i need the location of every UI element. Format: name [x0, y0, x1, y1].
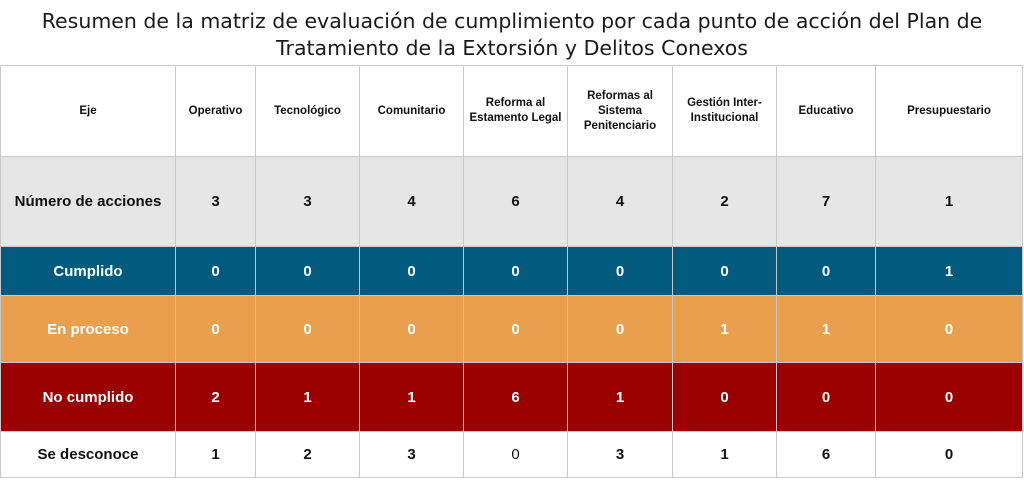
- table-cell: 6: [776, 431, 876, 478]
- table-row-se-desconoce: Se desconoce 1 2 3 0 3 1 6 0: [0, 431, 1023, 478]
- table-cell: 0: [359, 246, 464, 296]
- header-cell-comunitario: Comunitario: [359, 65, 464, 157]
- header-cell-presupuestario: Presupuestario: [875, 65, 1023, 157]
- table-cell: 0: [567, 295, 673, 363]
- table-cell: 0: [255, 246, 360, 296]
- table-row-en-proceso: En proceso 0 0 0 0 0 1 1 0: [0, 295, 1023, 363]
- table-cell: 3: [359, 431, 464, 478]
- table-cell: 2: [672, 156, 777, 247]
- table-cell: 1: [255, 362, 360, 432]
- header-cell-gestion-interinstitucional: Gestión Inter-Institucional: [672, 65, 777, 157]
- header-cell-tecnologico: Tecnológico: [255, 65, 360, 157]
- row-label: No cumplido: [0, 362, 176, 432]
- page-title: Resumen de la matriz de evaluación de cu…: [0, 8, 1024, 62]
- table-cell: 0: [875, 362, 1023, 432]
- table-cell: 0: [672, 362, 777, 432]
- header-row: Eje Operativo Tecnológico Comunitario Re…: [0, 65, 1023, 157]
- table-cell: 1: [672, 431, 777, 478]
- table-cell: 1: [875, 156, 1023, 247]
- table-cell: 2: [255, 431, 360, 478]
- table-cell: 0: [463, 246, 568, 296]
- header-cell-reforma-estamento-legal: Reforma al Estamento Legal: [463, 65, 568, 157]
- table-cell: 0: [463, 295, 568, 363]
- title-line-2: Tratamiento de la Extorsión y Delitos Co…: [276, 36, 748, 60]
- header-cell-operativo: Operativo: [175, 65, 256, 157]
- header-cell-educativo: Educativo: [776, 65, 876, 157]
- table-cell: 0: [875, 295, 1023, 363]
- table-cell: 1: [175, 431, 256, 478]
- table-cell: 4: [567, 156, 673, 247]
- row-label: Cumplido: [0, 246, 176, 296]
- table-cell: 1: [359, 362, 464, 432]
- table-cell: 4: [359, 156, 464, 247]
- table-cell: 0: [776, 246, 876, 296]
- table-row-numero-acciones: Número de acciones 3 3 4 6 4 2 7 1: [0, 156, 1023, 247]
- evaluation-table: Eje Operativo Tecnológico Comunitario Re…: [0, 65, 1023, 478]
- table-cell: 3: [567, 431, 673, 478]
- table-cell: 3: [175, 156, 256, 247]
- table-cell: 6: [463, 156, 568, 247]
- table-cell: 1: [776, 295, 876, 363]
- table-cell: 0: [567, 246, 673, 296]
- table-cell: 0: [463, 431, 568, 478]
- table-cell: 0: [672, 246, 777, 296]
- table-cell: 1: [567, 362, 673, 432]
- header-cell-reformas-sistema-penitenciario: Reformas al Sistema Penitenciario: [567, 65, 673, 157]
- table-cell: 1: [672, 295, 777, 363]
- table-cell: 3: [255, 156, 360, 247]
- row-label: En proceso: [0, 295, 176, 363]
- header-cell-eje: Eje: [0, 65, 176, 157]
- table-cell: 1: [875, 246, 1023, 296]
- table-cell: 0: [175, 246, 256, 296]
- table-cell: 0: [359, 295, 464, 363]
- table-cell: 0: [776, 362, 876, 432]
- table-row-cumplido: Cumplido 0 0 0 0 0 0 0 1: [0, 246, 1023, 296]
- table-cell: 6: [463, 362, 568, 432]
- row-label: Se desconoce: [0, 431, 176, 478]
- table-cell: 0: [875, 431, 1023, 478]
- row-label: Número de acciones: [0, 156, 176, 247]
- table-cell: 0: [175, 295, 256, 363]
- table-cell: 2: [175, 362, 256, 432]
- title-line-1: Resumen de la matriz de evaluación de cu…: [41, 9, 983, 33]
- table-cell: 0: [255, 295, 360, 363]
- table-cell: 7: [776, 156, 876, 247]
- table-row-no-cumplido: No cumplido 2 1 1 6 1 0 0 0: [0, 362, 1023, 432]
